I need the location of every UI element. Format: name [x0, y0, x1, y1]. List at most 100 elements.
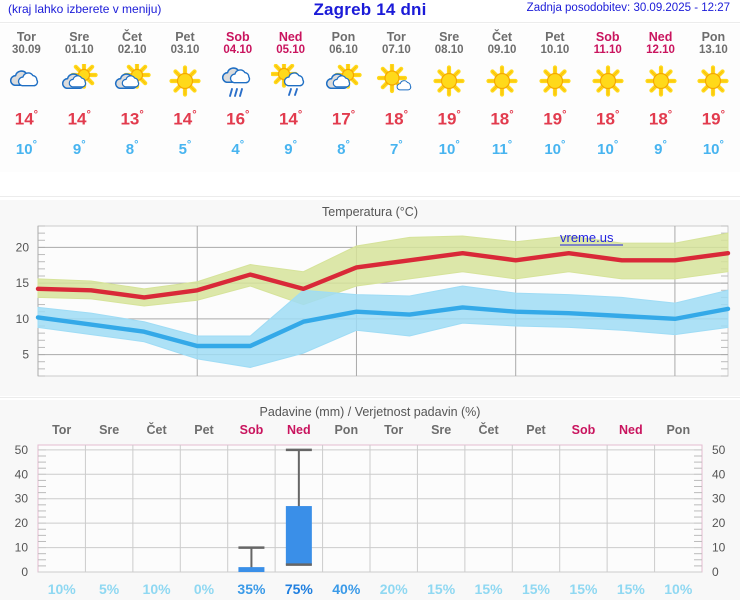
degree-symbol: ° — [245, 109, 250, 121]
day-name: Pet — [545, 30, 565, 44]
precipitation-chart: Padavine (mm) / Verjetnost padavin (%) T… — [0, 400, 740, 600]
day-name: Tor — [386, 30, 406, 44]
sunny-icon — [634, 60, 687, 102]
svg-text:20: 20 — [15, 516, 29, 530]
day-column[interactable]: Sre 08.10 19° 10° — [423, 24, 476, 162]
day-date: 06.10 — [329, 44, 358, 56]
temp-max-value: 19 — [701, 109, 721, 129]
svg-text:Sre: Sre — [431, 423, 451, 437]
temp-min: 8° — [106, 133, 159, 162]
svg-text:10%: 10% — [48, 581, 77, 597]
temp-min: 7° — [370, 133, 423, 162]
degree-symbol: ° — [507, 138, 513, 151]
day-name: Sob — [225, 30, 250, 44]
svg-text:15%: 15% — [522, 581, 551, 597]
svg-text:30: 30 — [712, 492, 726, 506]
partly-sunny-icon — [317, 60, 370, 102]
day-name: Ned — [278, 30, 303, 44]
degree-symbol: ° — [562, 109, 567, 121]
degree-symbol: ° — [398, 138, 403, 151]
temp-min: 10° — [581, 133, 634, 162]
temp-min-value: 10 — [702, 140, 720, 158]
day-column[interactable]: Čet 02.10 13° 8° — [106, 24, 159, 162]
day-name: Pon — [701, 30, 726, 44]
page-header: (kraj lahko izberete v meniju) Zagreb 14… — [0, 0, 740, 22]
day-date: 08.10 — [434, 44, 464, 56]
degree-symbol: ° — [720, 109, 726, 121]
day-name: Sre — [69, 30, 90, 44]
svg-text:Pet: Pet — [194, 423, 214, 437]
svg-text:10: 10 — [712, 541, 726, 555]
rain-icon — [211, 60, 264, 102]
svg-text:40: 40 — [15, 467, 29, 481]
degree-symbol: ° — [403, 109, 408, 121]
degree-symbol: ° — [239, 138, 245, 151]
svg-text:0: 0 — [712, 565, 719, 579]
temp-max-value: 18 — [490, 109, 510, 129]
temp-min: 11° — [476, 133, 529, 162]
svg-text:0: 0 — [21, 565, 28, 579]
temp-max-value: 14 — [278, 109, 298, 129]
sunny-icon — [581, 60, 634, 102]
svg-text:Čet: Čet — [478, 422, 499, 437]
day-date: 12.10 — [646, 44, 675, 56]
degree-symbol: ° — [719, 138, 724, 151]
day-column[interactable]: Sre 01.10 14° 9° — [53, 24, 106, 162]
temperature-chart: Temperatura (°C) 5 10 15 20 vreme.us — [0, 200, 740, 396]
temp-max: 18° — [370, 102, 423, 133]
day-column[interactable]: Ned 12.10 18° 9° — [634, 24, 687, 162]
temp-min-value: 10 — [15, 140, 33, 158]
day-column[interactable]: Sob 11.10 18° 10° — [581, 24, 634, 162]
day-column[interactable]: Ned 05.10 14° 9° — [264, 24, 317, 162]
temp-min: 10° — [423, 133, 476, 162]
svg-text:Pon: Pon — [666, 423, 690, 437]
temp-min: 4° — [211, 133, 264, 162]
temp-min: 9° — [53, 133, 106, 162]
temp-max-value: 18 — [596, 109, 615, 129]
temp-max-value: 14 — [67, 109, 87, 129]
svg-text:Sob: Sob — [572, 423, 596, 437]
temp-min-value: 8 — [125, 140, 135, 158]
day-name: Pon — [331, 30, 356, 44]
temperature-chart-svg: 5 10 15 20 vreme.us — [16, 225, 731, 377]
svg-text:50: 50 — [712, 443, 726, 457]
svg-text:15%: 15% — [617, 581, 646, 597]
temp-min-value: 7 — [389, 140, 399, 158]
temp-max-value: 16 — [226, 109, 246, 129]
day-date: 09.10 — [487, 44, 517, 56]
day-column[interactable]: Tor 07.10 18° 7° — [370, 24, 423, 162]
svg-text:5%: 5% — [99, 581, 120, 597]
temp-max: 13° — [106, 102, 159, 133]
svg-text:Tor: Tor — [384, 423, 403, 437]
temp-min: 8° — [317, 133, 370, 162]
degree-symbol: ° — [509, 109, 514, 121]
daily-forecast-strip: Tor 30.09 14° 10° Sre 01.10 14° 9° Čet 02.10 13… — [0, 24, 740, 172]
svg-text:Tor: Tor — [52, 423, 71, 437]
day-column[interactable]: Čet 09.10 18° 11° — [476, 24, 529, 162]
temp-min-value: 10 — [597, 140, 614, 158]
degree-symbol: ° — [134, 138, 139, 151]
temp-max-value: 19 — [543, 109, 563, 129]
svg-text:75%: 75% — [285, 581, 314, 597]
svg-text:20%: 20% — [380, 581, 409, 597]
day-column[interactable]: Pon 06.10 17° 8° — [317, 24, 370, 162]
day-column[interactable]: Tor 30.09 14° 10° — [0, 24, 53, 162]
day-column[interactable]: Pet 10.10 19° 10° — [528, 24, 581, 162]
last-update-text: Zadnja posodobitev: 30.09.2025 - 12:27 — [526, 2, 730, 14]
degree-symbol: ° — [297, 109, 303, 121]
day-date: 01.10 — [64, 44, 94, 56]
svg-text:15%: 15% — [475, 581, 504, 597]
day-column[interactable]: Pet 03.10 14° 5° — [159, 24, 212, 162]
location-hint: (kraj lahko izberete v meniju) — [8, 2, 162, 16]
sunny-icon — [528, 60, 581, 102]
temp-max-value: 19 — [437, 109, 457, 129]
svg-text:30: 30 — [15, 492, 29, 506]
day-column[interactable]: Sob 04.10 16° 4° — [211, 24, 264, 162]
day-date: 10.10 — [540, 44, 570, 56]
day-column[interactable]: Pon 13.10 19° 10° — [687, 24, 740, 162]
svg-text:40%: 40% — [332, 581, 361, 597]
sunny-icon — [476, 60, 529, 102]
degree-symbol: ° — [614, 109, 620, 121]
svg-text:40: 40 — [712, 467, 726, 481]
strip-divider — [0, 196, 740, 197]
